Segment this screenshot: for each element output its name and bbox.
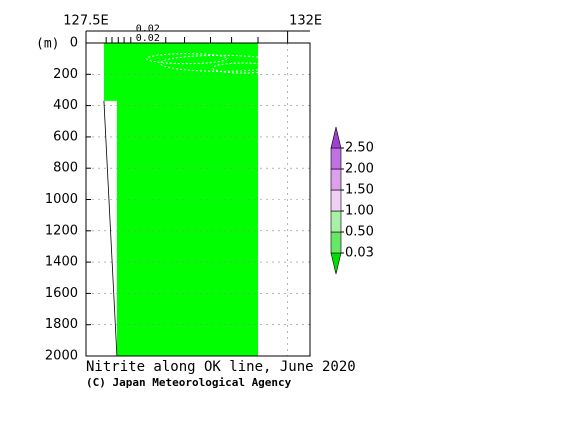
contour-label-bg (135, 23, 160, 34)
contour-line (212, 62, 274, 74)
contour-label: 0.02 (136, 24, 160, 35)
x-tick-label: 132E (289, 14, 322, 29)
colorbar-label: 1.50 (345, 183, 374, 198)
contour-label: 0.02 (136, 33, 160, 44)
colorbar-segment (330, 210, 342, 233)
contour-line (146, 53, 228, 65)
y-axis-label: (m) (36, 37, 59, 52)
y-tick-label: 400 (53, 98, 78, 113)
y-tick-label: 600 (53, 129, 78, 144)
y-tick-label: 0 (70, 36, 78, 51)
y-tick-label: 1400 (45, 255, 78, 270)
colorbar-label: 0.03 (345, 246, 374, 261)
y-tick-label: 2000 (45, 349, 78, 364)
x-tick-label: 127.5E (63, 14, 108, 29)
y-tick-label: 800 (53, 161, 78, 176)
colorbar-segment (330, 189, 342, 212)
chart-title: Nitrite along OK line, June 2020 (86, 359, 356, 375)
colorbar-label: 2.00 (345, 162, 374, 177)
bottom-line (103, 100, 118, 357)
y-tick-label: 1600 (45, 286, 78, 301)
colorbar-label: 2.50 (345, 141, 374, 156)
colorbar-segment (330, 252, 342, 275)
y-tick-label: 1200 (45, 223, 78, 238)
colorbar-segment (330, 231, 342, 254)
y-tick-label: 1000 (45, 192, 78, 207)
colorbar-segment (330, 147, 342, 170)
colorbar-segment (330, 126, 342, 149)
colorbar-label: 0.50 (345, 225, 374, 240)
colorbar-label: 1.00 (345, 204, 374, 219)
plot-frame (85, 42, 311, 357)
y-tick-label: 1800 (45, 317, 78, 332)
colorbar-segment (330, 168, 342, 191)
y-tick-label: 200 (53, 67, 78, 82)
credit: (C) Japan Meteorological Agency (86, 376, 292, 389)
filled-area (103, 43, 259, 356)
contour-label-bg (135, 33, 160, 44)
